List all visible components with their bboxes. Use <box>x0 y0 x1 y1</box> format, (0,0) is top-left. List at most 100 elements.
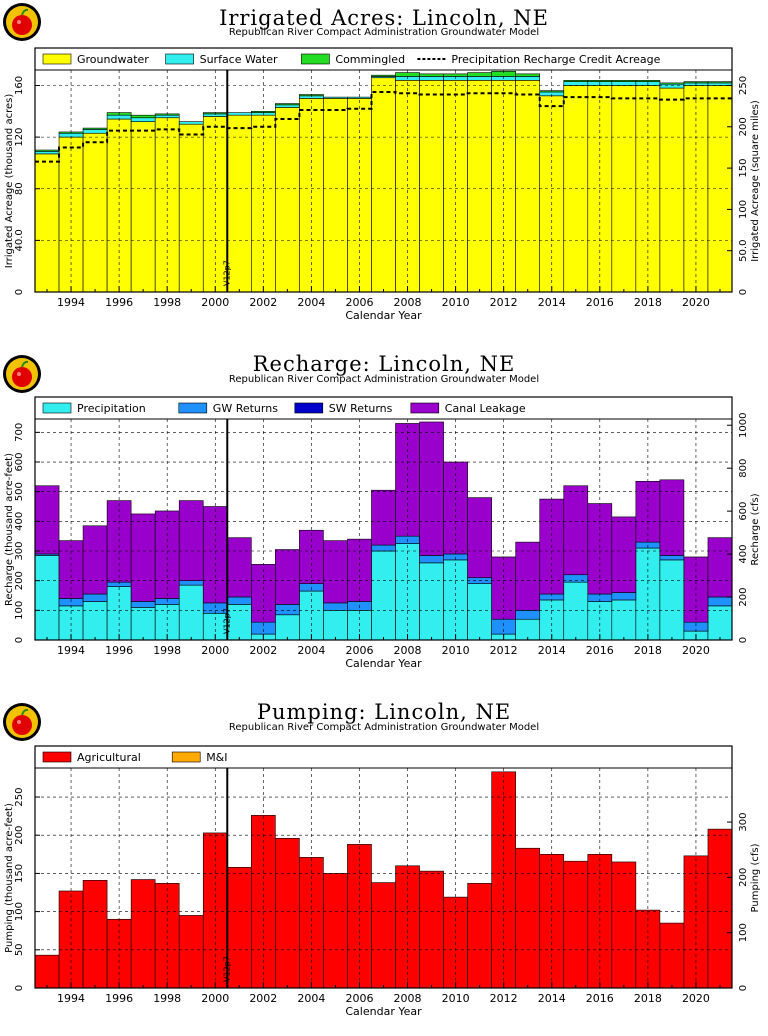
bar-canal-leakage <box>467 497 492 579</box>
legend-label: Precipitation Recharge Credit Acreage <box>451 53 660 66</box>
legend-swatch <box>294 402 324 414</box>
apple-logo-icon <box>2 2 42 42</box>
y-tick-label: 80 <box>14 182 25 195</box>
bar-precipitation <box>611 599 637 641</box>
y-tick-label: 200 <box>14 571 25 590</box>
y-tick-label: 120 <box>14 128 25 147</box>
y-tick-label: 100 <box>14 601 25 620</box>
bar-agricultural <box>467 883 492 989</box>
x-tick-label: 1998 <box>153 296 181 309</box>
bar-canal-leakage <box>130 513 156 602</box>
y-axis-label: Recharge (thousand acre-feet) <box>4 453 15 606</box>
bar-commingled <box>659 82 685 85</box>
bar-commingled <box>635 80 661 82</box>
y-tick-label: 500 <box>14 482 25 501</box>
bar-agricultural <box>563 860 589 989</box>
bar-agricultural <box>130 879 156 989</box>
x-tick-label: 2002 <box>249 992 277 1005</box>
bar-commingled <box>395 72 420 77</box>
y2-tick-label: 0 <box>738 289 749 295</box>
bar-canal-leakage <box>226 537 252 598</box>
legend-label: Agricultural <box>77 751 141 764</box>
bar-precipitation <box>419 562 444 641</box>
bar-groundwater <box>659 87 685 293</box>
x-tick-label: 2008 <box>394 644 422 657</box>
x-tick-label: 2016 <box>586 644 614 657</box>
y2-tick-label: 200 <box>738 868 749 887</box>
chart-title: Recharge: Lincoln, NE <box>252 352 516 376</box>
bar-groundwater <box>539 95 565 293</box>
x-tick-label: 2012 <box>490 992 518 1005</box>
legend-swatch <box>42 751 72 763</box>
bar-commingled <box>371 74 396 77</box>
legend-label: SW Returns <box>329 402 393 415</box>
chart-title: Pumping: Lincoln, NE <box>256 700 512 724</box>
x-tick-label: 1994 <box>57 296 85 309</box>
bar-agricultural <box>226 867 252 989</box>
x-tick-label: 2014 <box>538 296 566 309</box>
version-marker-label: V12p7 <box>222 260 231 286</box>
bar-agricultural <box>34 954 60 989</box>
bar-agricultural <box>707 828 733 989</box>
y-tick-label: 0 <box>14 289 25 295</box>
bar-commingled <box>515 73 541 77</box>
bar-precipitation <box>299 590 324 641</box>
bar-groundwater <box>82 132 108 293</box>
x-tick-label: 2008 <box>394 992 422 1005</box>
bar-canal-leakage <box>299 529 324 584</box>
legend-label: M&I <box>206 751 227 764</box>
y2-tick-label: 50.0 <box>738 240 749 262</box>
y2-axis-label: Pumping (cfs) <box>750 843 761 912</box>
bar-canal-leakage <box>611 516 637 593</box>
bar-groundwater <box>323 98 348 293</box>
x-tick-label: 1996 <box>105 644 133 657</box>
x-tick-label: 2002 <box>249 296 277 309</box>
y-tick-label: 40.0 <box>14 229 25 251</box>
y-tick-label: 50 <box>14 943 25 956</box>
bar-commingled <box>587 80 613 82</box>
legend-swatch <box>165 53 194 65</box>
bar-groundwater <box>515 80 541 293</box>
y-tick-label: 400 <box>14 512 25 531</box>
apple-logo-icon <box>2 354 42 394</box>
bar-agricultural <box>178 915 204 989</box>
x-tick-label: 2000 <box>201 296 229 309</box>
y2-tick-label: 1000 <box>738 413 749 438</box>
y2-axis-label: Irrigated Acreage (square miles) <box>750 100 761 262</box>
legend-label: Surface Water <box>200 53 278 66</box>
chart-title: Irrigated Acres: Lincoln, NE <box>219 6 549 30</box>
x-tick-label: 1996 <box>105 296 133 309</box>
y-tick-label: 150 <box>14 864 25 883</box>
bar-gw-returns <box>371 544 396 552</box>
bar-canal-leakage <box>515 541 541 611</box>
bar-agricultural <box>82 879 108 989</box>
bar-commingled <box>275 103 300 106</box>
bar-surface-water <box>323 96 348 99</box>
y2-tick-label: 600 <box>738 502 749 521</box>
irrigated-acres-panel: Irrigated Acres: Lincoln, NE Republican … <box>0 0 768 340</box>
bar-surface-water <box>226 112 252 116</box>
y2-tick-label: 300 <box>738 812 749 831</box>
bar-surface-water <box>659 83 685 89</box>
legend-label: GW Returns <box>213 402 278 415</box>
bar-surface-water <box>563 81 589 86</box>
x-tick-label: 2012 <box>490 644 518 657</box>
y2-tick-label: 0 <box>738 637 749 643</box>
y2-tick-label: 200 <box>738 117 749 136</box>
y2-tick-label: 200 <box>738 587 749 606</box>
bar-gw-returns <box>419 555 444 564</box>
bar-precipitation <box>130 607 156 641</box>
x-tick-label: 2004 <box>297 296 325 309</box>
x-tick-label: 2016 <box>586 296 614 309</box>
chart-subtitle: Republican River Compact Administration … <box>228 27 540 38</box>
chart-subtitle: Republican River Compact Administration … <box>228 722 540 733</box>
bar-groundwater <box>34 153 60 293</box>
bar-precipitation <box>659 559 685 641</box>
bar-commingled <box>34 149 60 152</box>
recharge-panel: Recharge: Lincoln, NE Republican River C… <box>0 348 768 688</box>
y-tick-label: 0 <box>14 637 25 643</box>
y2-tick-label: 0 <box>738 985 749 991</box>
bar-surface-water <box>467 76 492 81</box>
bar-surface-water <box>154 114 180 119</box>
x-tick-label: 2018 <box>634 296 662 309</box>
